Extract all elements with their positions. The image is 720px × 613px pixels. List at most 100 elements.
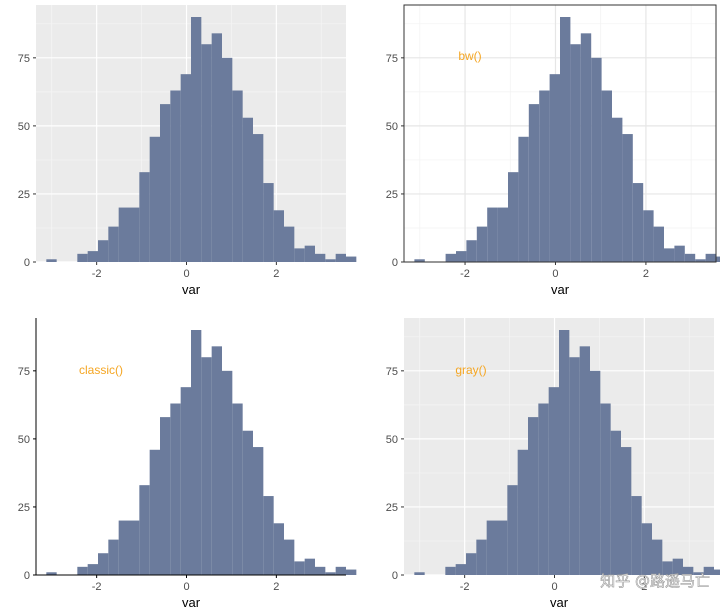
- histogram-bar: [170, 90, 181, 262]
- y-tick-label: 75: [386, 366, 398, 378]
- histogram-bar: [445, 253, 456, 262]
- chart-panel-gray-0: 0 25 50 75 -2 0 2 var: [18, 5, 357, 297]
- histogram-bar: [621, 447, 632, 575]
- histogram-bar: [518, 136, 529, 262]
- histogram-bar: [497, 207, 508, 262]
- y-tick-label: 0: [24, 570, 30, 582]
- histogram-bar: [294, 248, 305, 262]
- y-tick-label: 50: [18, 434, 30, 446]
- histogram-bar: [149, 449, 160, 575]
- histogram-bar: [139, 172, 150, 262]
- histogram-bar: [548, 387, 559, 575]
- histogram-bar: [77, 253, 88, 262]
- histogram-bar: [705, 253, 716, 262]
- histogram-bar: [591, 57, 602, 263]
- histogram-bar: [517, 449, 528, 575]
- histogram-bar: [273, 523, 284, 575]
- histogram-bar: [632, 183, 644, 262]
- histogram-bar: [170, 403, 181, 575]
- x-tick-label: -2: [92, 581, 102, 593]
- histogram-bar: [714, 569, 720, 575]
- histogram-bar: [631, 496, 642, 575]
- histogram-bar: [456, 251, 467, 262]
- y-tick-label: 25: [18, 189, 30, 201]
- histogram-bar: [98, 240, 109, 262]
- histogram-bar: [346, 256, 357, 262]
- panel-border: [403, 4, 717, 263]
- histogram-bar: [263, 183, 274, 262]
- x-tick-label: 0: [183, 581, 189, 593]
- histogram-bar: [664, 248, 675, 262]
- y-tick-label: 50: [18, 121, 30, 133]
- histogram-bar: [476, 226, 488, 262]
- histogram-bar: [580, 33, 592, 263]
- histogram-bar: [445, 566, 456, 575]
- histogram-bar: [87, 564, 98, 575]
- y-tick-label: 0: [24, 257, 30, 269]
- histogram-bar: [476, 539, 487, 575]
- theme-annotation: gray(): [455, 363, 486, 377]
- x-tick-label: -2: [92, 268, 102, 280]
- histogram-bar: [538, 403, 549, 575]
- histogram-bar: [455, 564, 466, 575]
- histogram-bar: [716, 256, 720, 262]
- histogram-bar: [549, 74, 560, 263]
- histogram-bar: [528, 104, 540, 262]
- histogram-bar: [497, 520, 508, 575]
- histogram-bar: [335, 566, 346, 575]
- histogram-bar: [590, 370, 601, 575]
- histogram-bar: [662, 561, 673, 575]
- histogram-bar: [528, 417, 539, 575]
- histogram-bar: [191, 330, 202, 575]
- histogram-bar: [118, 520, 129, 575]
- histogram-bar: [612, 117, 623, 262]
- histogram-bar: [315, 566, 326, 575]
- histogram-bar: [507, 485, 518, 575]
- histogram-bar: [284, 539, 295, 575]
- x-tick-label: 2: [273, 268, 279, 280]
- histogram-bar: [325, 572, 336, 575]
- histogram-bar: [325, 259, 336, 262]
- histogram-bar: [684, 253, 696, 262]
- histogram-bar: [294, 561, 305, 575]
- histogram-bar: [77, 566, 88, 575]
- histogram-bar: [211, 346, 222, 575]
- y-tick-label: 50: [386, 434, 398, 446]
- histogram-bar: [253, 134, 264, 262]
- histogram-bar: [304, 245, 315, 262]
- histogram-bar: [693, 572, 704, 575]
- histogram-bar: [242, 117, 253, 262]
- histogram-bar: [610, 430, 621, 575]
- histogram-bar: [600, 403, 611, 575]
- histogram-bar: [622, 134, 633, 262]
- histogram-bar: [191, 17, 202, 262]
- x-tick-label: -2: [460, 268, 470, 280]
- histogram-bar: [643, 210, 654, 262]
- x-axis-title: var: [182, 282, 201, 297]
- histogram-bar: [487, 207, 498, 262]
- histogram-bar: [232, 90, 243, 262]
- chart-panel-gray-3: 0 25 50 75 -2 0 2 var gray(): [386, 318, 720, 610]
- histogram-bar: [201, 44, 212, 262]
- histogram-bar: [683, 566, 694, 575]
- y-tick-label: 0: [392, 257, 398, 269]
- histogram-bar: [335, 253, 346, 262]
- x-axis-title: var: [550, 595, 569, 610]
- histogram-bar: [98, 553, 109, 575]
- watermark-text: 知乎 @路遥马亡: [600, 572, 710, 590]
- histogram-bar: [273, 210, 284, 262]
- histogram-bar: [414, 259, 425, 262]
- histogram-bar: [508, 172, 519, 262]
- chart-panel-bw-1: 0 25 50 75 -2 0 2 var bw(): [386, 4, 720, 297]
- chart-panel-classic-2: 0 25 50 75 -2 0 2 var classic(): [18, 318, 357, 610]
- histogram-bar: [129, 207, 140, 262]
- histogram-bar: [87, 251, 98, 262]
- x-axis-title: var: [551, 282, 570, 297]
- histogram-bar: [579, 346, 590, 575]
- y-tick-label: 50: [386, 121, 398, 133]
- histogram-bar: [253, 447, 264, 575]
- histogram-bar: [160, 104, 171, 262]
- histogram-bar: [46, 259, 57, 262]
- x-tick-label: 0: [551, 581, 557, 593]
